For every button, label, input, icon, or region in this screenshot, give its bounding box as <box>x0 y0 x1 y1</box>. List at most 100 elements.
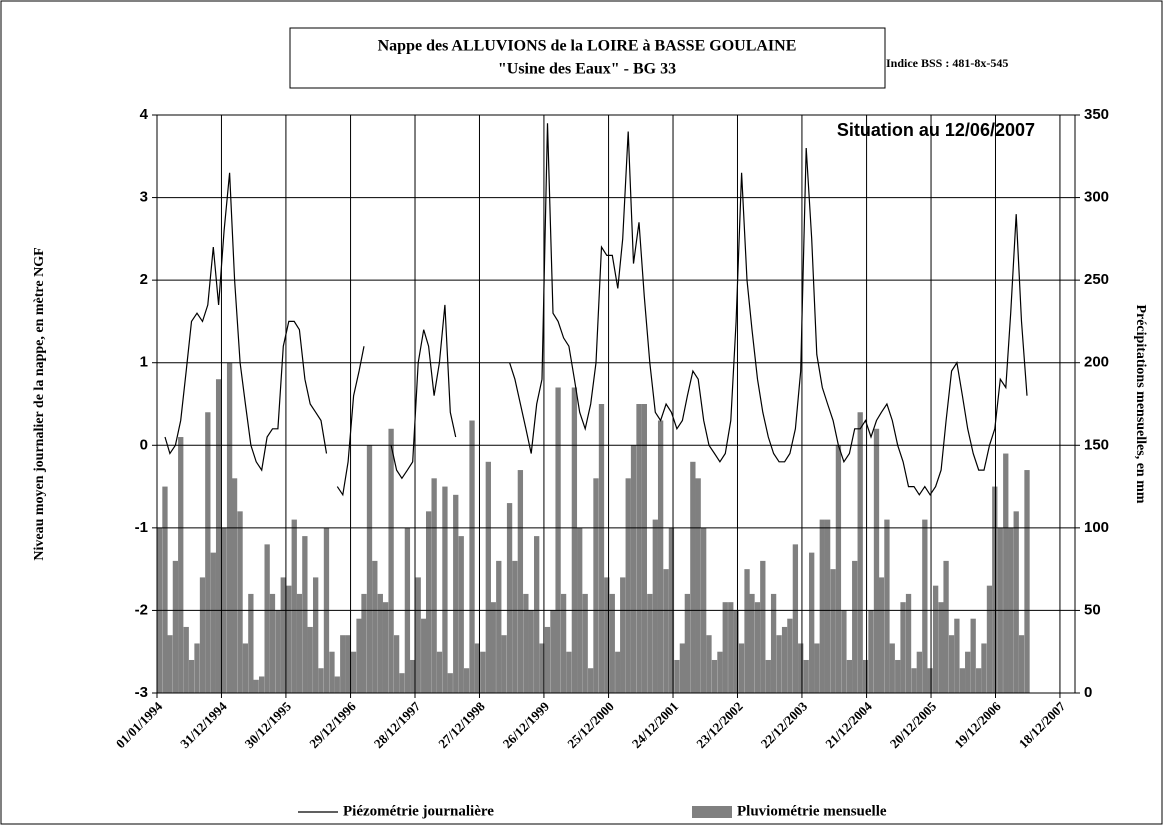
bar <box>927 668 933 693</box>
bar <box>366 445 373 693</box>
bar <box>329 651 335 693</box>
bar <box>862 659 869 693</box>
bar <box>792 544 799 693</box>
bar <box>469 420 475 693</box>
bar <box>399 673 405 693</box>
bar <box>318 668 324 693</box>
bar <box>814 643 820 693</box>
y-tick-label: 0 <box>140 436 148 453</box>
y2-tick-label: 200 <box>1084 354 1109 371</box>
bar <box>873 428 880 693</box>
y2-tick-label: 0 <box>1084 684 1092 701</box>
bar <box>878 577 885 693</box>
bar <box>695 478 701 693</box>
bar <box>269 593 276 693</box>
bar <box>986 585 993 693</box>
bar <box>313 577 319 693</box>
annotation: Situation au 12/06/2007 <box>837 120 1035 140</box>
bar <box>722 602 728 693</box>
bar <box>835 445 842 693</box>
bar <box>480 651 486 693</box>
bar <box>717 651 723 693</box>
bar <box>770 593 777 693</box>
bar <box>463 668 470 693</box>
bar <box>787 618 793 693</box>
bar <box>490 602 496 693</box>
bar <box>932 585 939 693</box>
bar <box>425 511 432 693</box>
bar <box>340 635 346 693</box>
y2-tick-label: 100 <box>1084 519 1109 536</box>
chart-title: Nappe des ALLUVIONS de la LOIRE à BASSE … <box>378 38 797 55</box>
bar <box>744 569 750 693</box>
bar <box>275 610 281 693</box>
plot-frame <box>156 114 1076 694</box>
bar <box>749 593 755 693</box>
bar <box>280 577 286 693</box>
bar <box>199 577 206 693</box>
bar <box>172 560 179 693</box>
bar <box>916 651 922 693</box>
annotation: Indice BSS : 481-8x-545 <box>886 56 1008 70</box>
bar <box>350 651 357 693</box>
bar <box>501 635 507 693</box>
y-tick-label: -2 <box>135 601 148 618</box>
bar <box>620 577 626 693</box>
bar <box>959 668 966 693</box>
bar <box>393 635 400 693</box>
bar <box>809 552 815 693</box>
bar <box>852 560 858 693</box>
bar <box>905 593 912 693</box>
bar <box>1003 453 1009 693</box>
bar <box>1013 511 1019 693</box>
legend-label: Pluviométrie mensuelle <box>737 803 887 819</box>
bar <box>436 651 443 693</box>
y-axis-label: Niveau moyen journalier de la nappe, en … <box>32 247 47 560</box>
bar <box>798 643 804 693</box>
bar <box>372 560 378 693</box>
bar <box>981 643 987 693</box>
bar <box>598 404 605 693</box>
y-tick-label: 1 <box>140 354 148 371</box>
bar <box>231 478 238 693</box>
bar <box>824 519 831 693</box>
bar <box>679 643 686 693</box>
bar <box>830 569 836 693</box>
bar <box>615 651 621 693</box>
bar <box>458 536 464 693</box>
bar <box>738 643 745 693</box>
bar <box>647 593 653 693</box>
bar <box>253 679 259 693</box>
bar <box>711 659 718 693</box>
bar <box>593 478 599 693</box>
bar <box>652 519 658 693</box>
y2-tick-label: 300 <box>1084 189 1109 206</box>
bar <box>307 626 313 693</box>
bar <box>674 659 680 693</box>
bar <box>377 593 383 693</box>
bar <box>760 560 766 693</box>
bar <box>345 635 351 693</box>
bar <box>965 651 971 693</box>
bar <box>571 387 578 693</box>
y-tick-label: -1 <box>135 519 148 536</box>
bar <box>421 618 427 693</box>
y2-tick-label: 250 <box>1084 271 1109 288</box>
bar <box>544 626 551 693</box>
bar <box>512 560 518 693</box>
bar <box>857 412 863 693</box>
bar <box>388 428 394 693</box>
bar <box>242 643 249 693</box>
bar <box>976 668 982 693</box>
y2-tick-label: 150 <box>1084 436 1109 453</box>
bar <box>162 486 168 693</box>
bar <box>410 659 416 693</box>
bar <box>803 659 809 693</box>
bar <box>684 593 691 693</box>
bar <box>604 577 610 693</box>
bar <box>178 437 184 693</box>
bar <box>205 412 211 693</box>
bar <box>895 659 901 693</box>
bar <box>588 668 594 693</box>
